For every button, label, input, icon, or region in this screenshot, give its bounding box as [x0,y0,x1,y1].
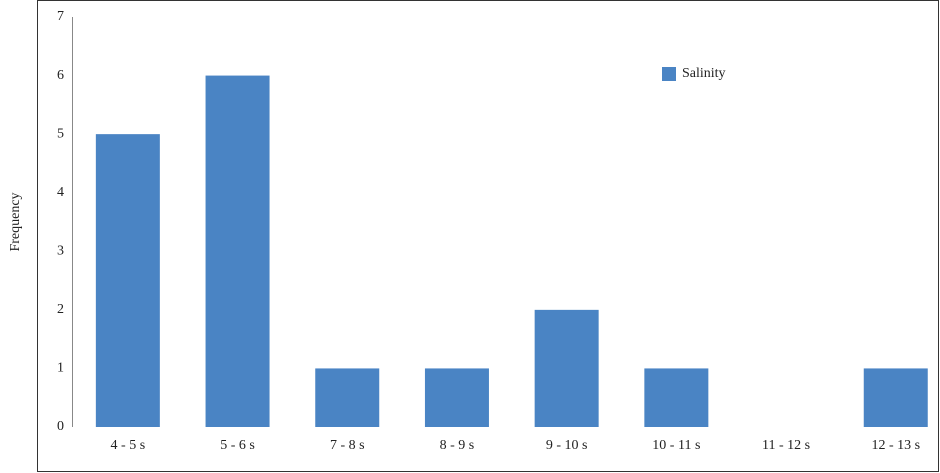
y-tick-label: 7 [57,9,64,24]
x-tick-label: 5 - 6 s [220,438,255,453]
bar [863,368,928,427]
y-tick-label: 5 [57,126,64,141]
legend-label: Salinity [682,66,726,81]
y-tick-label: 6 [57,68,64,83]
x-tick-label: 12 - 13 s [871,438,920,453]
y-tick-label: 0 [57,419,64,434]
bar [424,368,489,427]
x-tick-label: 4 - 5 s [111,438,146,453]
y-tick-label: 2 [57,302,64,317]
bar [205,75,270,428]
bar [315,368,380,427]
y-tick-label: 1 [57,361,64,376]
x-tick-label: 11 - 12 s [762,438,810,453]
x-tick-label: 10 - 11 s [652,438,700,453]
x-tick-label: 8 - 9 s [440,438,475,453]
x-tick-label: 9 - 10 s [546,438,588,453]
y-tick-label: 4 [57,185,64,200]
y-axis-label: Frequency [8,192,23,251]
chart-frame [37,0,939,472]
y-tick-label: 3 [57,244,64,259]
bar [95,134,160,427]
bar [534,309,599,427]
bar [644,368,709,427]
legend-swatch [662,67,676,81]
x-tick-label: 7 - 8 s [330,438,365,453]
